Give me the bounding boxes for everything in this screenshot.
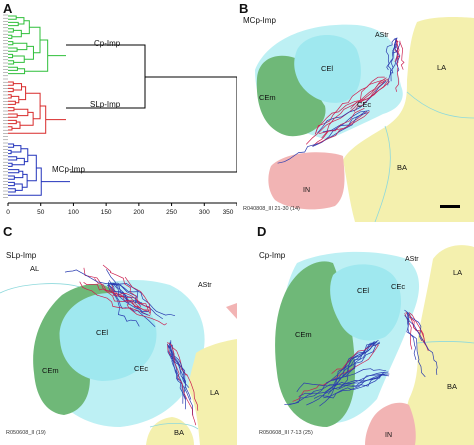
- region-cei: [330, 264, 401, 341]
- cluster-cp-imp-branches: [8, 15, 66, 75]
- panel-title-d: Cp-Imp: [259, 251, 286, 260]
- region-in: [365, 402, 416, 445]
- cluster-label-slp-imp: SLp-Imp: [90, 100, 121, 109]
- label-c-astr: AStr: [198, 282, 212, 289]
- leaf-ticks: [3, 14, 8, 198]
- panel-a: A Cp-Imp SLp-Imp MCp-Imp 0 50 100 150 200 250…: [0, 0, 237, 222]
- label-d-la: LA: [453, 268, 462, 277]
- panel-title-b: MCp-Imp: [243, 16, 276, 25]
- panel-title-c: SLp-Imp: [6, 251, 37, 260]
- panel-d: AStr CEl CEc CEm LA BA IN D Cp-Imp R0506…: [237, 223, 474, 445]
- x-axis-ticks: 0 50 100 150 200 250 300 350: [6, 203, 237, 216]
- label-d-ba: BA: [447, 382, 457, 391]
- axon-tracing-d: [284, 309, 438, 407]
- label-b-ba: BA: [397, 163, 407, 172]
- label-b-la: LA: [437, 63, 446, 72]
- label-d-cec: CEc: [391, 282, 405, 291]
- label-d-cem: CEm: [295, 330, 312, 339]
- x-axis-tick-label: 350: [223, 209, 234, 216]
- upper-link: [66, 44, 146, 109]
- label-c-cei: CEl: [96, 328, 108, 337]
- panel-d-drawing: AStr CEl CEc CEm LA BA IN: [237, 223, 474, 445]
- cluster-mcp-imp-branches: [8, 143, 70, 196]
- label-c-la: LA: [210, 388, 219, 397]
- label-b-astr: AStr: [375, 32, 389, 39]
- scale-bar: [440, 205, 460, 208]
- panel-letter-d: D: [257, 224, 267, 239]
- label-c-ba: BA: [174, 428, 184, 437]
- panel-c-drawing: AL AStr CEl CEm CEc LA BA: [0, 223, 237, 445]
- cluster-slp-imp-branches: [8, 81, 66, 134]
- x-axis-tick-label: 200: [133, 209, 144, 216]
- label-c-cec: CEc: [134, 364, 148, 373]
- label-d-in: IN: [385, 432, 392, 439]
- panel-letter-b: B: [239, 1, 249, 16]
- cluster-label-mcp-imp: MCp-Imp: [52, 165, 85, 174]
- region-la: [188, 339, 237, 445]
- panel-b: AStr CEl CEm CEc LA BA IN B MCp-Imp R040…: [237, 0, 474, 222]
- axon-tracing-c: [64, 264, 199, 426]
- region-cei: [294, 35, 361, 103]
- label-b-cec: CEc: [357, 100, 371, 109]
- label-d-astr: AStr: [405, 256, 419, 263]
- label-c-al: AL: [30, 264, 39, 273]
- label-d-cei: CEl: [357, 286, 369, 295]
- panel-letter-a: A: [3, 1, 13, 16]
- region-la-ba: [405, 245, 474, 445]
- label-b-in: IN: [303, 187, 310, 194]
- x-axis-tick-label: 250: [166, 209, 177, 216]
- cluster-label-cp-imp: Cp-Imp: [94, 39, 121, 48]
- region-in: [268, 152, 345, 210]
- x-axis-tick-label: 150: [101, 209, 112, 216]
- label-c-cem: CEm: [42, 366, 59, 375]
- x-axis-tick-label: 300: [199, 209, 210, 216]
- panel-footer-b: R040808_III 21-30 (14): [243, 206, 300, 212]
- x-axis-tick-label: 100: [68, 209, 79, 216]
- panel-c: AL AStr CEl CEm CEc LA BA C SLp-Imp R050…: [0, 223, 237, 445]
- region-cei: [59, 293, 157, 381]
- label-b-cem: CEm: [259, 93, 276, 102]
- panel-letter-c: C: [3, 224, 13, 239]
- x-axis-tick-label: 50: [37, 209, 45, 216]
- region-la-ba: [343, 17, 474, 222]
- dendrogram: Cp-Imp SLp-Imp MCp-Imp 0 50 100 150 200 250 30…: [3, 14, 237, 216]
- panel-footer-c: R050608_II (19): [6, 430, 46, 436]
- panel-footer-d: R050608_III 7-13 (25): [259, 430, 313, 436]
- root-branches: [66, 44, 237, 173]
- x-axis-tick-label: 0: [6, 209, 10, 216]
- panel-b-drawing: AStr CEl CEm CEc LA BA IN: [237, 0, 474, 222]
- label-b-cei: CEl: [321, 64, 333, 73]
- axon-tracing-b: [277, 37, 405, 164]
